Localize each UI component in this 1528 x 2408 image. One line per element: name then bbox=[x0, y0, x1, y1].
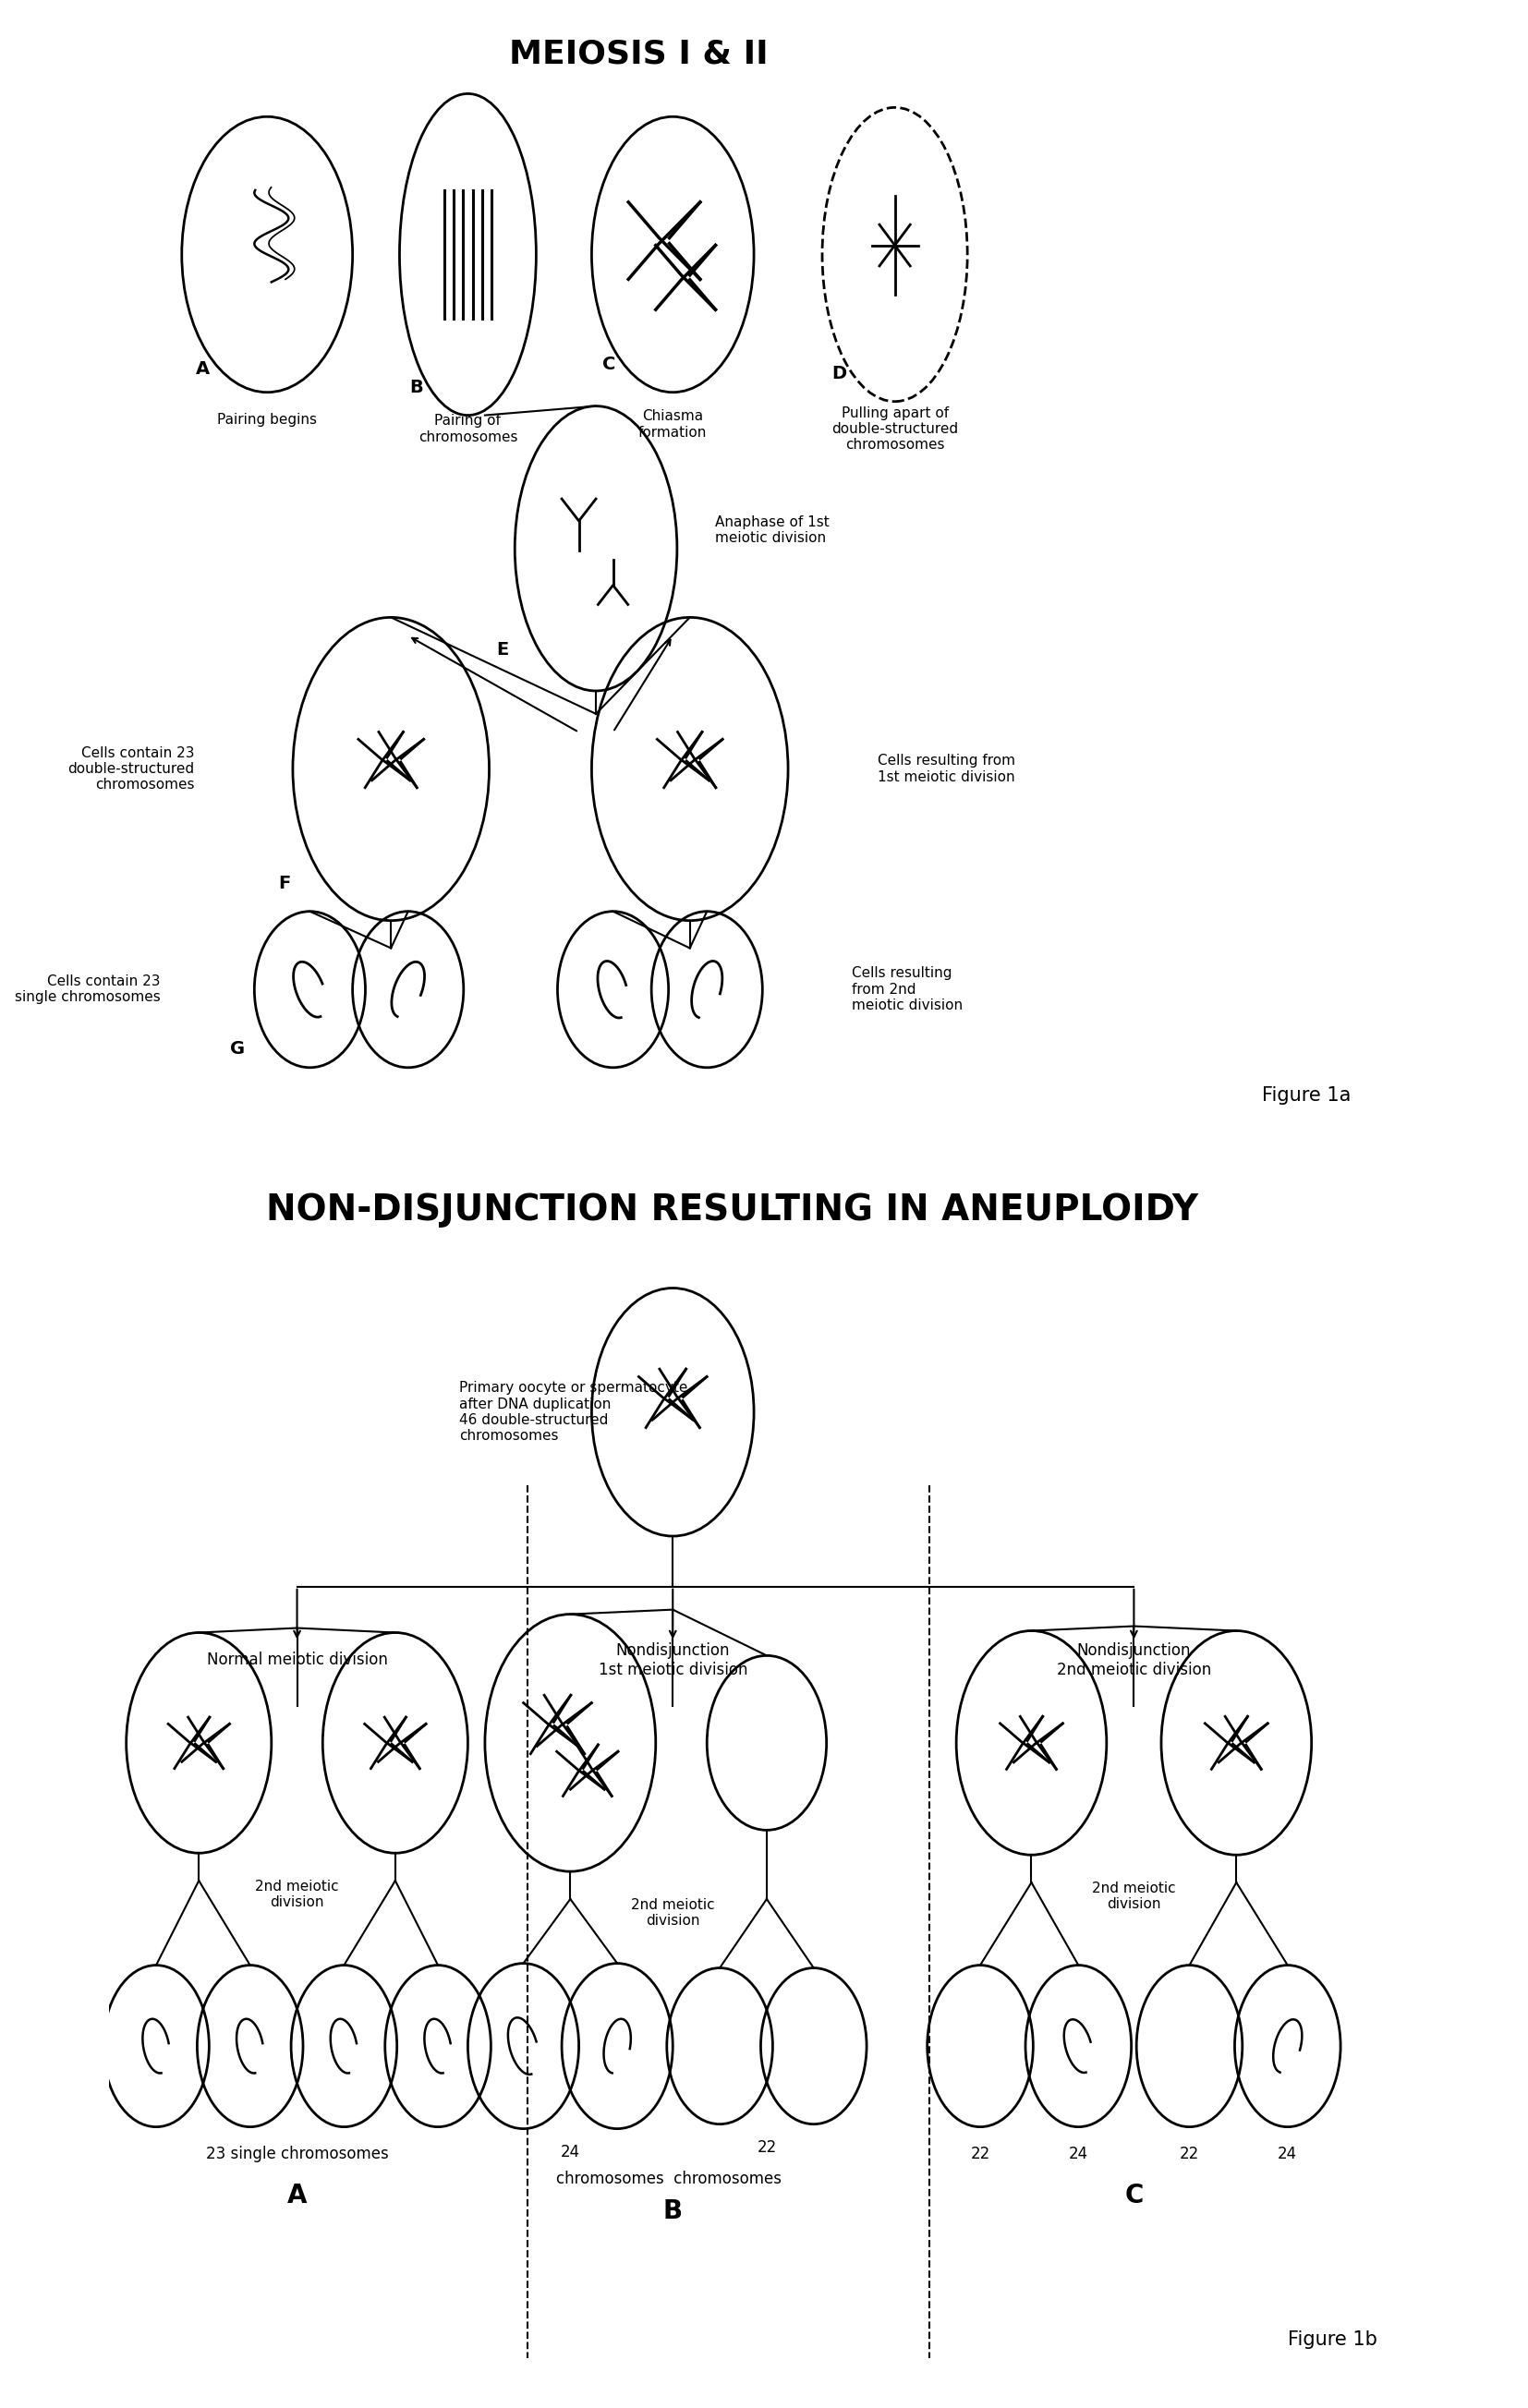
Text: Primary oocyte or spermatocyte
after DNA duplication
46 double-structured
chromo: Primary oocyte or spermatocyte after DNA… bbox=[460, 1382, 688, 1442]
Text: MEIOSIS I & II: MEIOSIS I & II bbox=[509, 39, 769, 70]
Text: A: A bbox=[196, 361, 211, 378]
Text: 2nd meiotic
division: 2nd meiotic division bbox=[255, 1881, 339, 1910]
Text: 24: 24 bbox=[1277, 2146, 1297, 2162]
Text: E: E bbox=[497, 641, 509, 657]
Text: Cells contain 23
single chromosomes: Cells contain 23 single chromosomes bbox=[15, 975, 160, 1004]
Text: 2nd meiotic
division: 2nd meiotic division bbox=[631, 1898, 715, 1929]
Text: 24: 24 bbox=[1068, 2146, 1088, 2162]
Text: Pulling apart of
double-structured
chromosomes: Pulling apart of double-structured chrom… bbox=[831, 407, 958, 453]
Text: C: C bbox=[602, 356, 616, 373]
Text: Pairing begins: Pairing begins bbox=[217, 412, 316, 426]
Text: 2nd meiotic
division: 2nd meiotic division bbox=[1093, 1881, 1175, 1912]
Text: A: A bbox=[287, 2184, 307, 2208]
Text: C: C bbox=[1125, 2184, 1143, 2208]
Text: Normal meiotic division: Normal meiotic division bbox=[206, 1652, 388, 1669]
Text: Nondisjunction
2nd meiotic division: Nondisjunction 2nd meiotic division bbox=[1057, 1642, 1212, 1678]
Text: 24: 24 bbox=[561, 2143, 581, 2160]
Text: B: B bbox=[410, 378, 423, 397]
Text: G: G bbox=[229, 1040, 244, 1057]
Text: Figure 1a: Figure 1a bbox=[1262, 1086, 1351, 1105]
Text: Nondisjunction
1st meiotic division: Nondisjunction 1st meiotic division bbox=[597, 1642, 747, 1678]
Text: Figure 1b: Figure 1b bbox=[1288, 2331, 1377, 2350]
Text: D: D bbox=[831, 366, 847, 383]
Text: 22: 22 bbox=[1180, 2146, 1199, 2162]
Text: 23 single chromosomes: 23 single chromosomes bbox=[206, 2146, 388, 2162]
Text: NON-DISJUNCTION RESULTING IN ANEUPLOIDY: NON-DISJUNCTION RESULTING IN ANEUPLOIDY bbox=[266, 1192, 1198, 1228]
Text: Pairing of
chromosomes: Pairing of chromosomes bbox=[419, 414, 518, 443]
Text: Cells contain 23
double-structured
chromosomes: Cells contain 23 double-structured chrom… bbox=[67, 746, 194, 792]
Text: Chiasma
formation: Chiasma formation bbox=[639, 409, 707, 438]
Text: Cells resulting
from 2nd
meiotic division: Cells resulting from 2nd meiotic divisio… bbox=[853, 966, 963, 1011]
Text: Anaphase of 1st
meiotic division: Anaphase of 1st meiotic division bbox=[715, 515, 830, 544]
Text: F: F bbox=[278, 874, 290, 893]
Text: 22: 22 bbox=[970, 2146, 990, 2162]
Text: B: B bbox=[663, 2199, 683, 2225]
Text: Cells resulting from
1st meiotic division: Cells resulting from 1st meiotic divisio… bbox=[877, 754, 1016, 785]
Text: 22: 22 bbox=[756, 2138, 776, 2155]
Text: chromosomes  chromosomes: chromosomes chromosomes bbox=[556, 2172, 781, 2186]
